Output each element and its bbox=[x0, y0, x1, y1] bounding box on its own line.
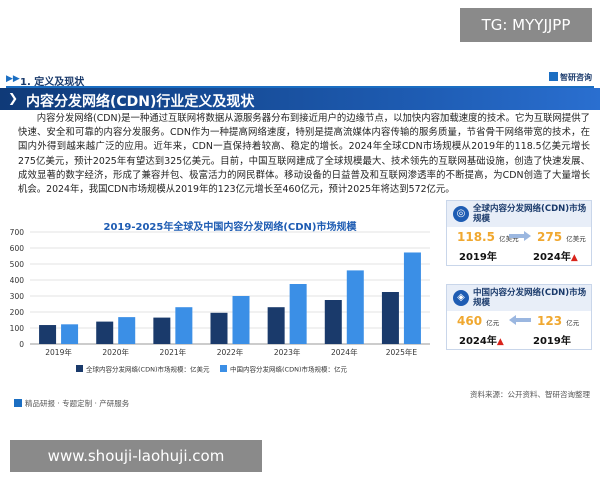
card-left-unit: 亿元 bbox=[486, 319, 500, 327]
card-right-unit: 亿美元 bbox=[566, 235, 586, 243]
bar-global bbox=[267, 307, 285, 344]
arrow-right-icon bbox=[509, 231, 531, 241]
y-tick-label: 0 bbox=[19, 340, 24, 349]
watermark-top: TG: MYYJJPP bbox=[460, 8, 592, 42]
y-tick-label: 700 bbox=[10, 228, 25, 237]
y-tick-label: 400 bbox=[10, 276, 25, 285]
double-chevron-icon: ▶▶ bbox=[6, 74, 20, 84]
card-header: ◈ 中国内容分发网络(CDN)市场规模 bbox=[447, 285, 591, 311]
up-arrow-icon: ▲ bbox=[496, 337, 504, 347]
bar-china bbox=[346, 270, 364, 344]
bar-china bbox=[232, 296, 250, 344]
x-tick-label: 2020年 bbox=[102, 347, 129, 357]
bar-global bbox=[381, 292, 399, 344]
legend-swatch bbox=[220, 365, 227, 372]
china-cdn-card: ◈ 中国内容分发网络(CDN)市场规模 460 亿元 123 亿元 2024年▲… bbox=[446, 284, 592, 350]
card-left-year: 2024年 bbox=[459, 336, 497, 347]
card-left-value: 118.5 bbox=[457, 230, 495, 244]
x-tick-label: 2021年 bbox=[160, 347, 187, 357]
globe-icon: ◎ bbox=[453, 206, 469, 222]
footer-text: 精品研报 · 专题定制 · 产研服务 bbox=[25, 399, 130, 408]
section-divider bbox=[6, 86, 594, 88]
watermark-bottom: www.shouji-laohuji.com bbox=[10, 440, 262, 472]
card-right-year: 2024年 bbox=[533, 252, 571, 263]
chevron-right-icon: ❯ bbox=[8, 91, 19, 105]
brand-logo: 智研咨询 bbox=[549, 72, 592, 83]
x-tick-label: 2022年 bbox=[217, 347, 244, 357]
card-right-value-group: 123 亿元 bbox=[537, 314, 579, 328]
bar-global bbox=[39, 325, 57, 344]
intro-paragraph: 内容分发网络(CDN)是一种通过互联网将数据从源服务器分布到接近用户的边缘节点，… bbox=[18, 113, 590, 196]
x-tick-label: 2023年 bbox=[274, 347, 301, 357]
y-tick-label: 600 bbox=[10, 244, 25, 253]
legend-swatch bbox=[76, 365, 83, 372]
card-right-unit: 亿元 bbox=[566, 319, 580, 327]
card-left-value-group: 118.5 亿美元 bbox=[457, 230, 519, 244]
global-cdn-card: ◎ 全球内容分发网络(CDN)市场规模 118.5 亿美元 275 亿美元 20… bbox=[446, 200, 592, 266]
card-left-value: 460 bbox=[457, 314, 483, 328]
y-tick-label: 100 bbox=[10, 324, 25, 333]
section-header: ▶▶ 1. 定义及现状 bbox=[6, 71, 594, 88]
y-tick-label: 300 bbox=[10, 292, 25, 301]
bar-china bbox=[61, 324, 79, 344]
card-title: 全球内容分发网络(CDN)市场规模 bbox=[473, 204, 587, 224]
card-right-value-group: 275 亿美元 bbox=[537, 230, 586, 244]
bar-chart: 2019年 2020年 2021年 2022年 2023年 2024年 2025年E 0 10… bbox=[10, 228, 430, 374]
bar-global bbox=[96, 321, 114, 344]
card-right-year-group: 2024年▲ bbox=[533, 248, 578, 263]
bar-global bbox=[324, 300, 342, 344]
bar-global bbox=[153, 317, 171, 344]
card-left-year-group: 2024年▲ bbox=[459, 332, 504, 347]
bar-global bbox=[210, 312, 228, 344]
page-title: 内容分发网络(CDN)行业定义及现状 bbox=[26, 94, 255, 110]
arrow-left-icon bbox=[509, 315, 531, 325]
card-right-value: 123 bbox=[537, 314, 563, 328]
card-header: ◎ 全球内容分发网络(CDN)市场规模 bbox=[447, 201, 591, 227]
bar-china bbox=[289, 284, 307, 344]
source-note: 资料来源：公开资料、智研咨询整理 bbox=[470, 390, 590, 399]
card-left-value-group: 460 亿元 bbox=[457, 314, 499, 328]
title-banner: ❯ 内容分发网络(CDN)行业定义及现状 bbox=[0, 88, 600, 110]
x-tick-label: 2025年E bbox=[386, 347, 418, 357]
footer-logo-icon bbox=[14, 399, 22, 407]
brand-name: 智研咨询 bbox=[560, 73, 592, 82]
x-tick-label: 2024年 bbox=[331, 347, 358, 357]
y-tick-label: 200 bbox=[10, 308, 25, 317]
bar-china bbox=[175, 307, 193, 344]
card-left-year: 2019年 bbox=[459, 252, 497, 263]
card-right-value: 275 bbox=[537, 230, 563, 244]
legend-label: 全球内容分发网络(CDN)市场规模：亿美元 bbox=[86, 365, 210, 374]
card-left-unit: 亿美元 bbox=[499, 235, 519, 243]
map-icon: ◈ bbox=[453, 290, 469, 306]
chart-title: 2019-2025年全球及中国内容分发网络(CDN)市场规模 bbox=[103, 222, 357, 233]
up-arrow-icon: ▲ bbox=[570, 253, 578, 263]
card-right-year: 2019年 bbox=[533, 336, 571, 347]
bar-china bbox=[403, 252, 421, 344]
y-tick-label: 500 bbox=[10, 260, 25, 269]
bar-china bbox=[118, 317, 136, 344]
card-title: 中国内容分发网络(CDN)市场规模 bbox=[473, 288, 587, 308]
brand-mark-icon bbox=[549, 72, 558, 81]
footer: 精品研报 · 专题定制 · 产研服务 bbox=[14, 398, 129, 409]
section-label: 1. 定义及现状 bbox=[20, 77, 85, 88]
legend-label: 中国内容分发网络(CDN)市场规模：亿元 bbox=[230, 365, 347, 374]
x-tick-label: 2019年 bbox=[45, 347, 72, 357]
